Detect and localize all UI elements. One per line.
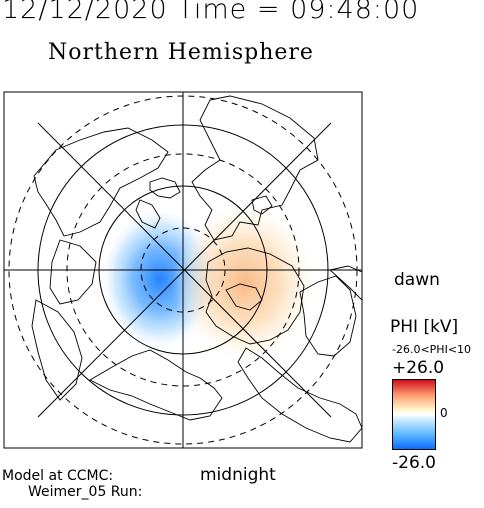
page-title: Northern Hemisphere	[48, 40, 314, 65]
colorbar-mid-label: 0	[440, 406, 448, 420]
meridian-diagonal-b	[37, 122, 332, 418]
positive-potential-cell	[173, 203, 317, 363]
colorbar	[392, 379, 436, 450]
midnight-label: midnight	[200, 465, 276, 485]
dawn-label: dawn	[394, 270, 440, 290]
map-frame	[3, 91, 363, 449]
colorbar-range-text: -26.0<PHI<10	[392, 343, 472, 356]
model-label: Model at CCMC:	[2, 468, 114, 484]
run-label: Weimer_05 Run:	[28, 484, 143, 500]
coastlines	[31, 95, 362, 443]
colorbar-max-label: +26.0	[392, 358, 445, 378]
datetime-header: 12/12/2020 Time = 09:48:00	[2, 0, 420, 25]
colorbar-title: PHI [kV]	[390, 317, 459, 337]
colorbar-min-label: -26.0	[392, 453, 436, 473]
